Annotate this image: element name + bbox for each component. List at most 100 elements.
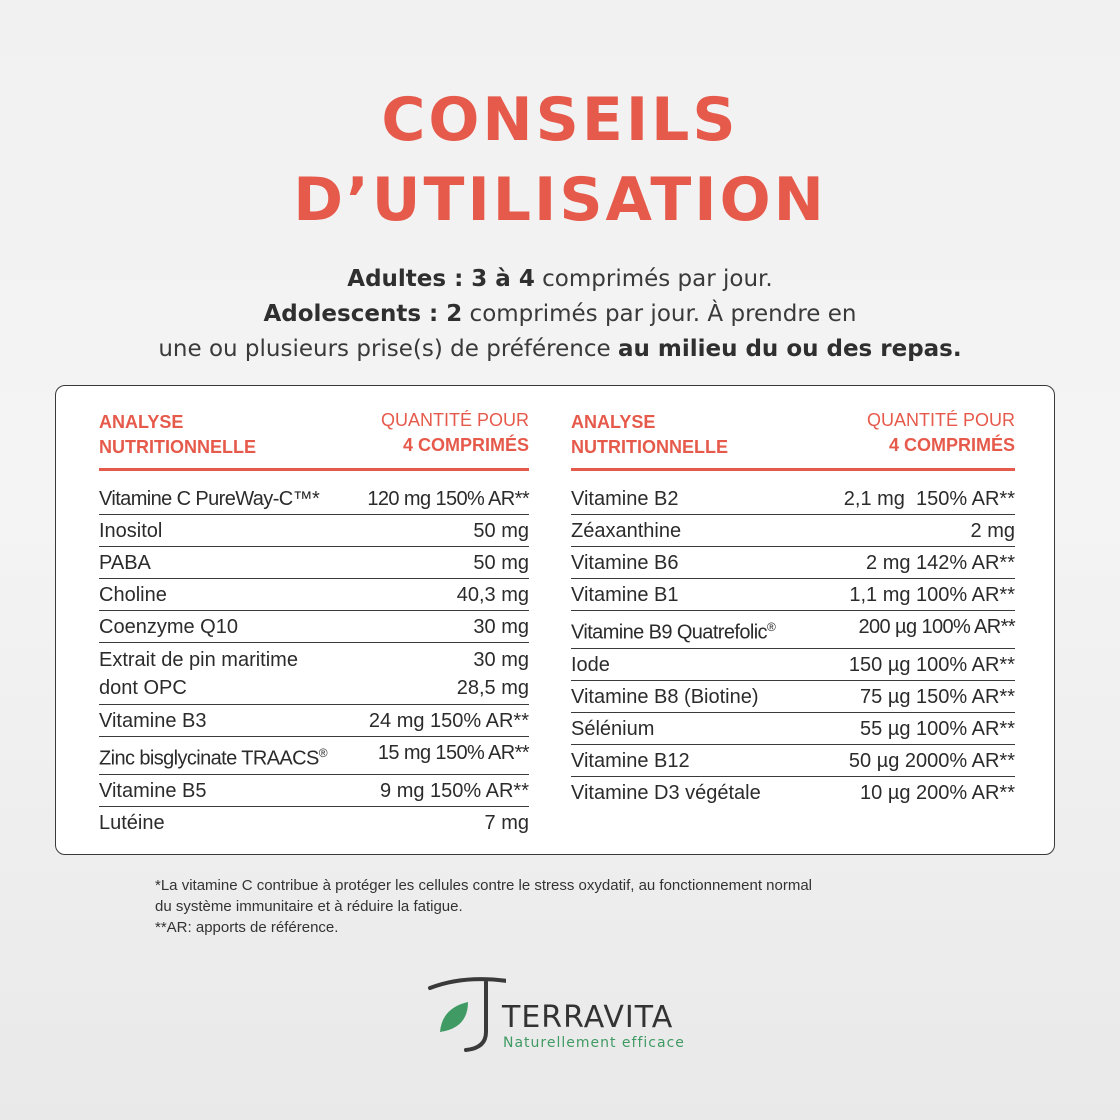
nutrition-column-left: ANALYSE NUTRITIONNELLE QUANTITÉ POUR 4 C…	[99, 408, 530, 838]
nutrient-value: 200 µg 100% AR**	[858, 616, 1016, 638]
table-row: Vitamine B1 1,1 mg 100% AR**	[571, 579, 1015, 611]
t-leaf-logo-icon	[428, 977, 506, 1052]
nutrient-value: 2,1 mg 150% AR**	[843, 488, 1015, 510]
nutrient-name: Vitamine B5	[99, 779, 207, 802]
nutrient-value: 40,3 mg	[456, 584, 529, 606]
nutrient-value: 50 µg 2000% AR**	[848, 749, 1015, 772]
usage-adults: Adultes : 3 à 4 comprimés par jour.	[0, 262, 1120, 297]
nutrient-name: Vitamine B8 (Biotine)	[571, 685, 759, 708]
table-row: Zinc bisglycinate TRAACS® 15 mg 150% AR*…	[99, 737, 530, 775]
nutrient-value: 75 µg 150% AR**	[860, 685, 1015, 708]
header-quantity-line1: QUANTITÉ POUR	[866, 410, 1015, 430]
footnotes: *La vitamine C contribue à protéger les …	[155, 875, 955, 938]
nutrient-value: 2 mg	[970, 520, 1015, 542]
nutrient-name: PABA	[99, 552, 151, 574]
table-row: Extrait de pin maritime dont OPC 30 mg 2…	[99, 643, 529, 705]
nutrient-name: Vitamine B12	[571, 749, 690, 772]
nutrient-value: 10 µg 200% AR**	[860, 781, 1015, 804]
nutrient-value: 30 mg	[473, 616, 529, 638]
table-row: Vitamine B12 50 µg 2000% AR**	[571, 745, 1015, 777]
nutrient-value: 50 mg	[473, 520, 529, 542]
usage-teens-label: Adolescents : 2	[263, 301, 463, 327]
nutrient-name: Vitamine B3	[99, 710, 207, 732]
nutrient-name-line2: dont OPC	[99, 677, 187, 699]
table-row: Lutéine 7 mg	[99, 807, 529, 838]
nutrient-value: 150 µg 100% AR**	[848, 653, 1015, 676]
header-quantity: QUANTITÉ POUR 4 COMPRIMÉS	[775, 408, 1015, 458]
usage-adults-text: comprimés par jour.	[534, 266, 773, 292]
nutrient-name: Choline	[99, 584, 167, 606]
nutrient-value: 2 mg 142% AR**	[866, 552, 1015, 574]
nutrient-name: Zéaxanthine	[571, 520, 682, 542]
table-row: Vitamine B9 Quatrefolic® 200 µg 100% AR*…	[571, 611, 1016, 649]
registered-mark: ®	[318, 746, 328, 760]
nutrient-value: 9 mg 150% AR**	[380, 779, 529, 802]
usage-timing-bold: au milieu du ou des repas.	[617, 336, 962, 362]
header-analysis-line2: NUTRITIONNELLE	[99, 437, 256, 457]
header-quantity: QUANTITÉ POUR 4 COMPRIMÉS	[289, 408, 529, 458]
nutrient-name: Lutéine	[99, 811, 165, 834]
header-quantity-line2: 4 COMPRIMÉS	[888, 435, 1015, 455]
header-quantity-line2: 4 COMPRIMÉS	[402, 435, 529, 455]
nutrient-value: 55 µg 100% AR**	[860, 717, 1015, 740]
usage-teens-text: comprimés par jour. À prendre en	[462, 301, 857, 327]
table-row: Inositol 50 mg	[99, 515, 529, 547]
nutrient-name-text: Vitamine B9 Quatrefolic	[571, 621, 768, 644]
nutrient-rows-right: Vitamine B2 2,1 mg 150% AR** Zéaxanthine…	[571, 483, 1016, 808]
table-row: Iode 150 µg 100% AR**	[571, 649, 1015, 681]
nutrient-name: Inositol	[99, 520, 163, 542]
table-row: Vitamine B3 24 mg 150% AR**	[99, 705, 529, 737]
footnote-vitamin-c: *La vitamine C contribue à protéger les …	[155, 877, 813, 894]
nutrient-name: Sélénium	[571, 717, 655, 740]
nutrient-value: 120 mg 150% AR**	[367, 488, 529, 510]
table-row: PABA 50 mg	[99, 547, 529, 579]
nutrient-value: 50 mg	[473, 552, 529, 574]
nutrient-name: Extrait de pin maritime dont OPC	[99, 646, 298, 702]
header-analysis-line1: ANALYSE	[571, 412, 656, 432]
nutrient-rows-left: Vitamine C PureWay-C™* 120 mg 150% AR** …	[99, 483, 530, 838]
nutrient-value: 7 mg	[484, 811, 529, 834]
table-row: Vitamine B2 2,1 mg 150% AR**	[571, 483, 1015, 515]
page-title-line2: D’UTILISATION	[293, 165, 827, 235]
table-row: Coenzyme Q10 30 mg	[99, 611, 529, 643]
page-title-line1: CONSEILS	[381, 85, 739, 155]
registered-mark: ®	[766, 620, 776, 634]
header-analysis: ANALYSE NUTRITIONNELLE	[99, 410, 339, 460]
usage-timing: une ou plusieurs prise(s) de préférence …	[0, 332, 1120, 367]
nutrient-value: 30 mg 28,5 mg	[457, 646, 529, 702]
table-row: Choline 40,3 mg	[99, 579, 529, 611]
nutrient-name: Vitamine D3 végétale	[571, 781, 761, 804]
usage-instructions: Adultes : 3 à 4 comprimés par jour. Adol…	[0, 262, 1120, 367]
table-row: Vitamine B6 2 mg 142% AR**	[571, 547, 1015, 579]
brand-name: TERRAVITA	[502, 1000, 674, 1035]
nutrient-name: Vitamine B9 Quatrefolic®	[571, 614, 776, 646]
nutrient-name: Vitamine B2	[571, 488, 679, 510]
usage-adults-label: Adultes : 3 à 4	[347, 266, 535, 292]
nutrient-name-line1: Extrait de pin maritime	[99, 649, 298, 671]
table-row: Sélénium 55 µg 100% AR**	[571, 713, 1015, 745]
usage-timing-text: une ou plusieurs prise(s) de préférence	[158, 336, 618, 362]
nutrition-column-right: ANALYSE NUTRITIONNELLE QUANTITÉ POUR 4 C…	[571, 408, 1016, 808]
table-row: Vitamine B5 9 mg 150% AR**	[99, 775, 529, 807]
nutrient-value: 15 mg 150% AR**	[377, 742, 530, 764]
nutrient-name: Coenzyme Q10	[99, 616, 238, 638]
brand-logo: TERRAVITA Naturellement efficace	[426, 972, 716, 1062]
header-analysis-line2: NUTRITIONNELLE	[571, 437, 728, 457]
nutrient-name: Vitamine B1	[571, 584, 679, 606]
nutrient-value-line2: 28,5 mg	[456, 677, 529, 699]
table-row: Vitamine C PureWay-C™* 120 mg 150% AR**	[99, 483, 530, 515]
nutrition-table-panel: ANALYSE NUTRITIONNELLE QUANTITÉ POUR 4 C…	[55, 385, 1055, 855]
nutrient-name: Zinc bisglycinate TRAACS®	[99, 740, 328, 772]
nutrient-value: 1,1 mg 100% AR**	[849, 584, 1015, 606]
nutrient-name-text: Zinc bisglycinate TRAACS	[99, 747, 319, 770]
table-row: Vitamine D3 végétale 10 µg 200% AR**	[571, 777, 1015, 808]
nutrient-name: Vitamine B6	[571, 552, 679, 574]
usage-teens: Adolescents : 2 comprimés par jour. À pr…	[0, 297, 1120, 332]
header-quantity-line1: QUANTITÉ POUR	[380, 410, 529, 430]
footnote-ar: **AR: apports de référence.	[155, 919, 339, 936]
table-row: Vitamine B8 (Biotine) 75 µg 150% AR**	[571, 681, 1015, 713]
column-header-left: ANALYSE NUTRITIONNELLE QUANTITÉ POUR 4 C…	[99, 408, 529, 471]
brand-tagline: Naturellement efficace	[503, 1035, 685, 1051]
nutrient-value-line1: 30 mg	[473, 649, 529, 671]
header-analysis-line1: ANALYSE	[99, 412, 184, 432]
